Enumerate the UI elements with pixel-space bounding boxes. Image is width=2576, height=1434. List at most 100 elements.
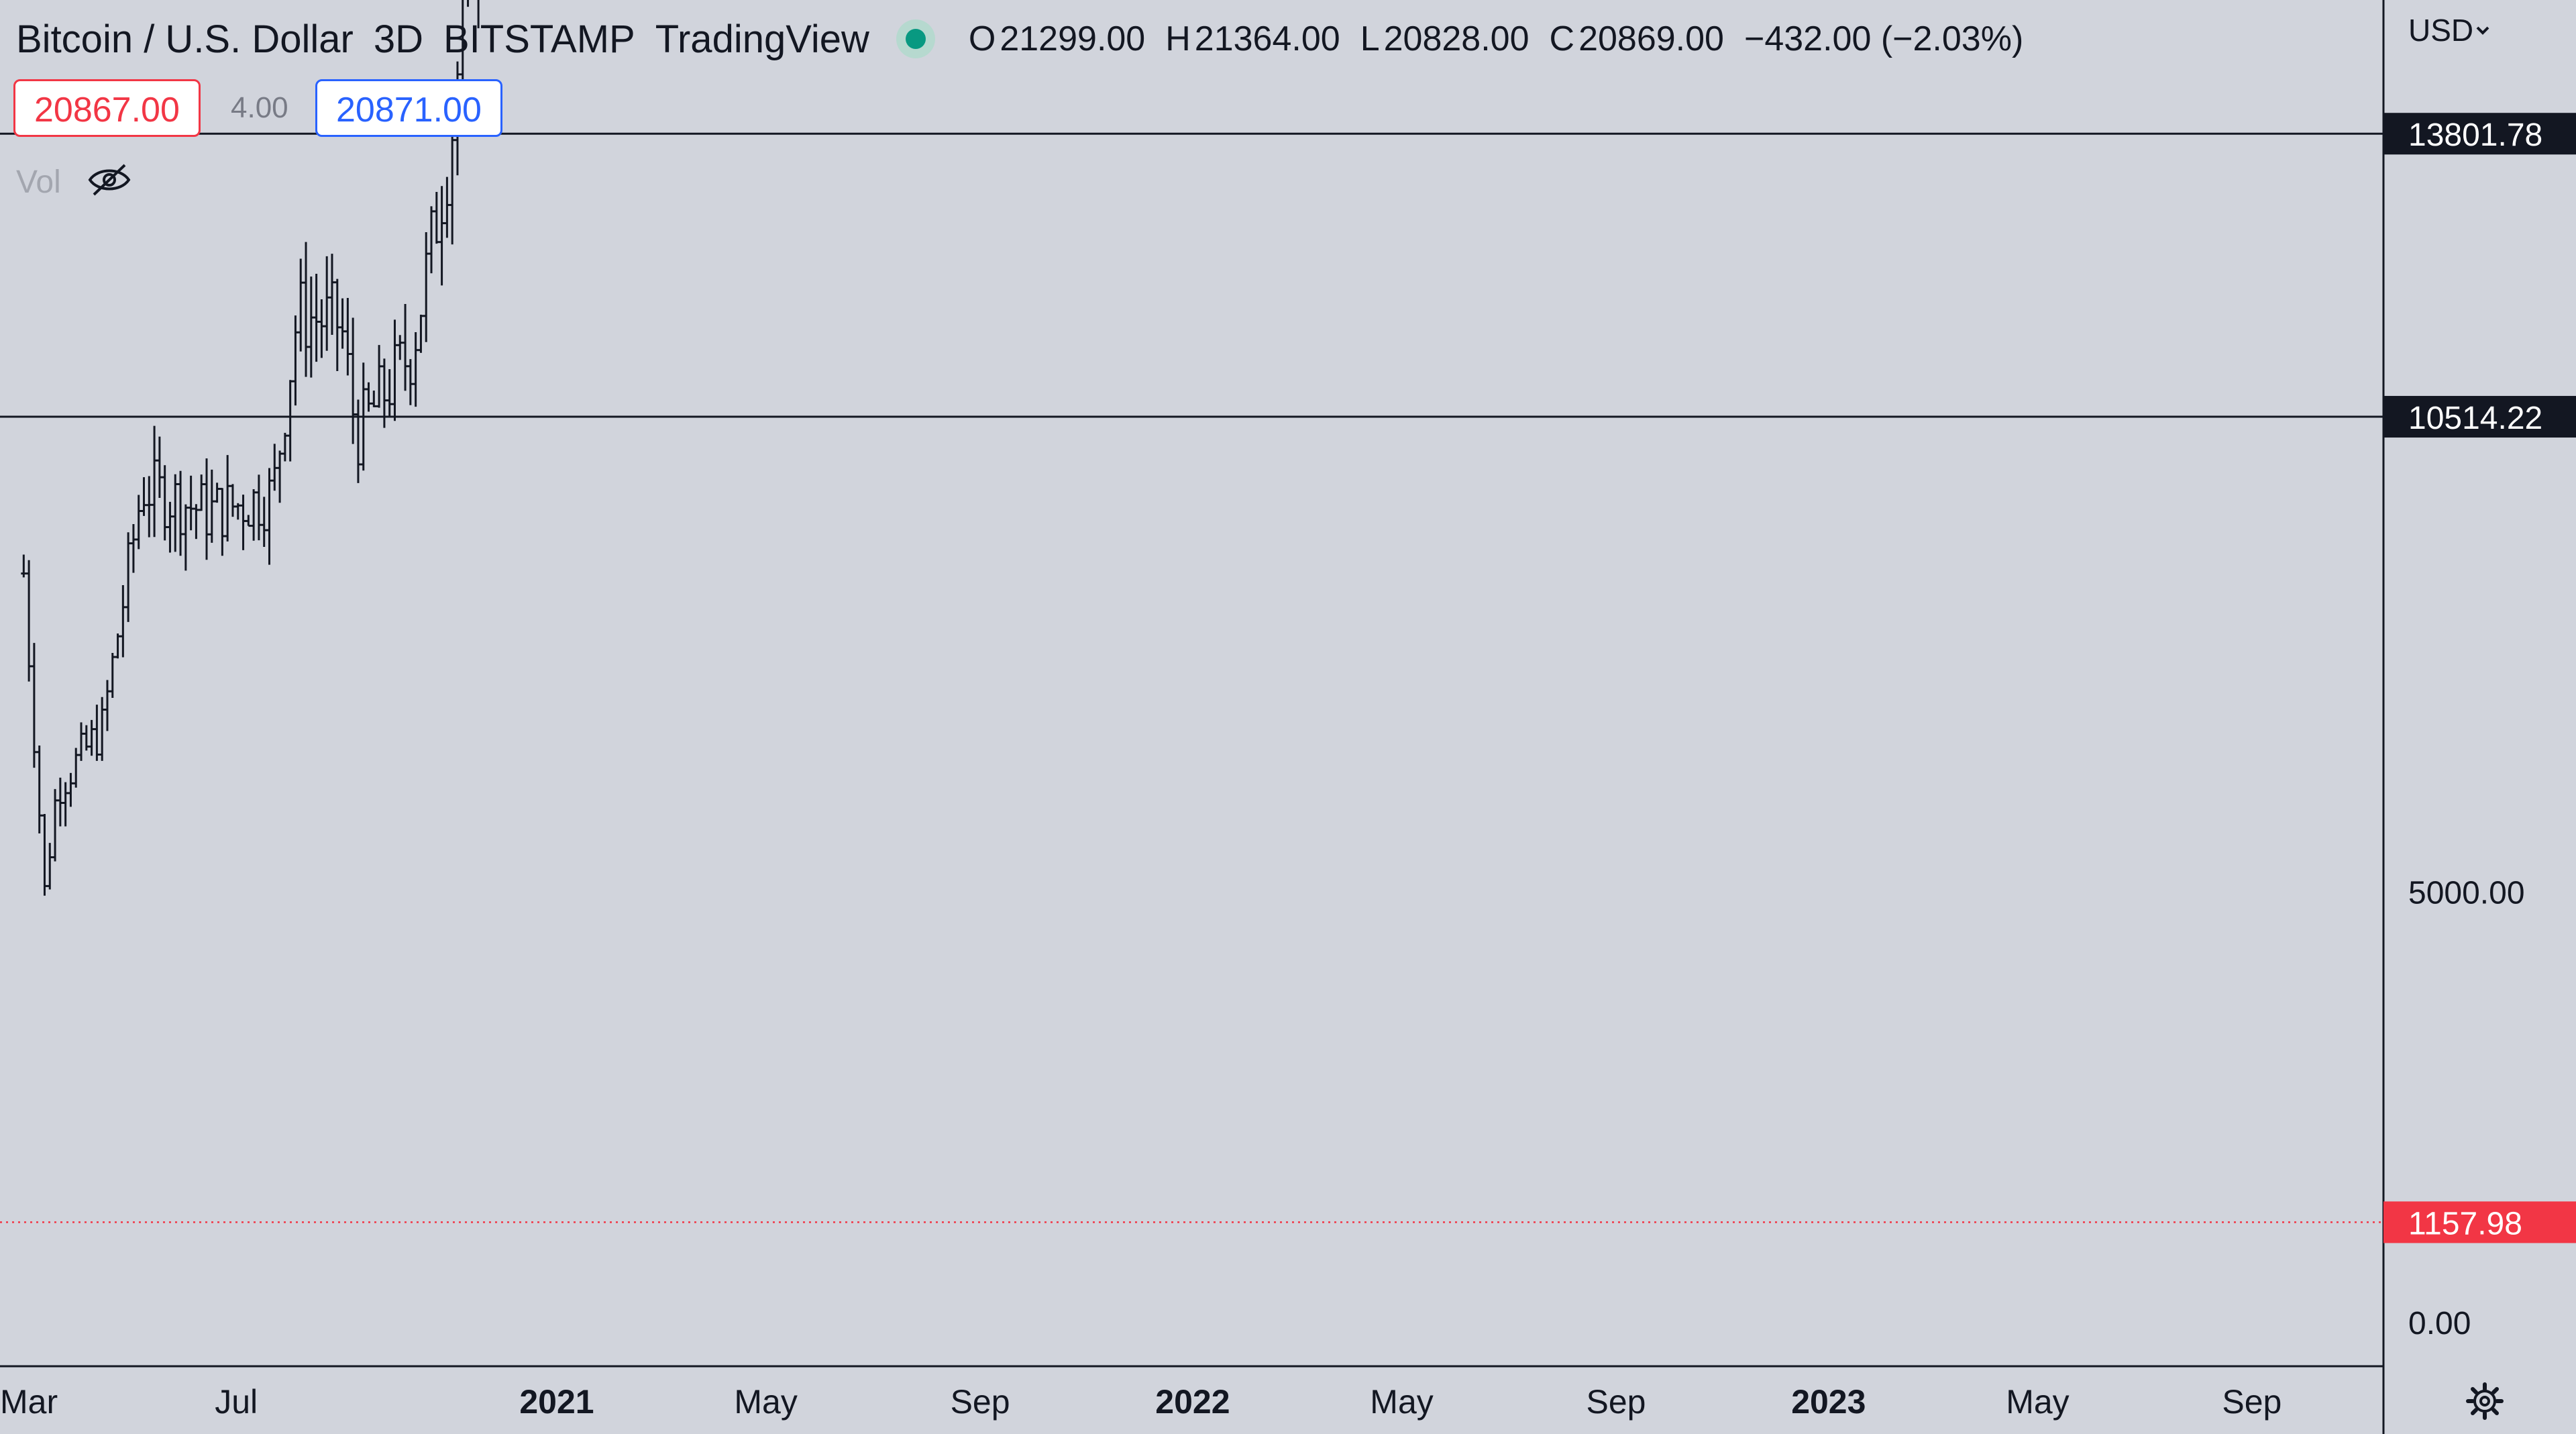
sell-price-button[interactable]: 20867.00 [13,79,201,137]
ohlc-bar [350,317,356,444]
ohlc-bar [156,436,162,498]
ohlc-bar [21,554,27,578]
time-axis-ticks: Mar Jul 2021 May Sep 2022 May Sep 2023 May Sep [0,1383,2282,1421]
ohlc-bar [62,782,68,827]
price-label-bg [2383,1201,2576,1243]
symbol-header: Bitcoin / U.S. Dollar 3D BITSTAMP Tradin… [16,12,2035,66]
ohlc-bar [89,719,95,756]
ohlc-bar [167,501,173,553]
ohlc-bar [376,345,382,408]
close-value: 20869.00 [1578,19,1724,58]
price-axis-level-labels: 42035.4620869.001d 19h17728.9613801.7810… [2383,113,2576,1243]
ohlc-bar [329,254,335,335]
price-axis-ticks: 0.005000.0025000.0030000.0035000.0040000… [2408,876,2525,1342]
ohlc-bar [287,380,293,462]
ohlc-values: O 21299.00 H 21364.00 L 20828.00 C 20869.00 … [969,19,2035,59]
time-tick-label: May [1370,1383,1433,1421]
ohlc-bar [94,705,100,761]
price-label-bg [2383,396,2576,438]
time-tick-label: Sep [2222,1383,2282,1421]
ohlc-bar [78,722,85,761]
ohlc-bar [141,477,147,516]
ohlc-bar [467,0,470,7]
ohlc-bar [292,315,299,406]
ohlc-bar [26,560,32,682]
ohlc-bar [162,465,168,541]
ohlc-bar [225,455,231,542]
ohlc-bar [345,298,351,376]
high-value: 21364.00 [1194,19,1340,58]
ohlc-bar [433,192,439,244]
eye-hidden-icon[interactable] [86,160,133,200]
ohlc-bar [423,232,429,342]
source-label: TradingView [655,17,869,61]
ohlc-bar [214,482,220,503]
ohlc-bar [130,523,136,573]
ohlc-bar [182,504,189,571]
ohlc-bar [313,274,319,362]
ohlc-bar [229,484,235,517]
time-tick-label: 2023 [1791,1383,1866,1421]
ohlc-bar [52,788,58,862]
close-label: C [1549,19,1575,58]
currency-label: USD [2408,13,2474,48]
ohlc-bar [188,475,194,531]
currency-selector[interactable]: USD [2408,12,2492,48]
ohlc-bar [83,725,89,751]
ohlc-bar [115,633,121,659]
ohlc-bar [104,680,110,731]
ohlc-bar [386,369,392,417]
ohlc-bar [109,653,115,699]
ohlc-bar [136,495,142,550]
time-tick-label: Jul [215,1383,258,1421]
time-tick-label: Sep [1586,1383,1646,1421]
ohlc-bar [429,206,435,274]
ohlc-bar [439,186,445,286]
ohlc-bar [272,444,278,491]
high-label: H [1165,19,1191,58]
gear-icon[interactable] [2465,1381,2505,1421]
ohlc-bar [366,382,372,412]
open-label: O [968,19,996,58]
ohlc-bar [324,256,330,351]
time-tick-label: 2021 [519,1383,594,1421]
ohlc-bar [256,474,262,541]
price-level-label: 13801.78 [2408,117,2542,153]
horizontal-levels [0,132,2383,1223]
ohlc-bar [407,359,413,405]
ohlc-bar [31,643,37,768]
ohlc-bar [298,258,304,352]
low-value: 20828.00 [1383,19,1529,58]
ohlc-bar [152,425,158,537]
ohlc-bar [319,299,325,358]
timeframe-label[interactable]: 3D [373,17,423,61]
ohlc-bar [418,314,424,353]
ohlc-bar [261,497,267,548]
ohlc-bar [235,503,241,520]
buy-price-button[interactable]: 20871.00 [315,79,502,137]
price-level-label: 10514.22 [2408,401,2542,436]
ohlc-bar [444,176,450,238]
ohlc-bar [47,843,53,890]
time-tick-label: Mar [0,1383,58,1421]
time-tick-label: 2022 [1155,1383,1230,1421]
ohlc-bar [266,468,272,565]
ohlc-bar [68,772,74,807]
market-status-icon[interactable] [905,29,926,49]
ohlc-bar [334,278,340,372]
ohlc-bars [21,0,480,896]
time-tick-label: Sep [951,1383,1010,1421]
spread-value: 4.00 [231,91,288,124]
exchange-label: BITSTAMP [443,17,635,61]
ohlc-bar [199,474,205,511]
ohlc-bar [172,474,178,552]
ohlc-bar [146,476,152,537]
change-value: −432.00 (−2.03%) [1743,19,2024,58]
volume-label[interactable]: Vol [16,164,61,200]
ohlc-bar [460,0,464,97]
time-tick-label: May [734,1383,797,1421]
ohlc-bar [99,697,105,761]
symbol-name[interactable]: Bitcoin / U.S. Dollar [16,17,354,61]
ohlc-bar [355,399,361,483]
